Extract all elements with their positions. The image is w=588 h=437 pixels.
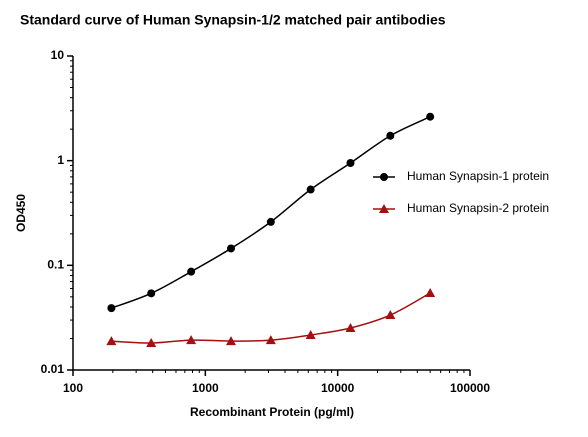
legend-marker [379,204,389,213]
y-tick-label: 1 [57,153,64,167]
data-point [227,244,236,253]
chart-title: Standard curve of Human Synapsin-1/2 mat… [20,12,446,28]
data-point [306,185,315,194]
legend-label: Human Synapsin-1 protein [407,169,549,183]
data-point [345,322,356,332]
data-point [187,267,196,276]
data-point [386,131,395,140]
data-point [147,289,156,298]
data-point [106,336,117,346]
data-point [425,288,436,298]
x-tick-label: 100000 [450,381,490,395]
legend-label: Human Synapsin-2 protein [407,201,549,215]
data-point [426,112,435,121]
data-point [107,304,116,313]
data-point [346,158,355,167]
data-point [226,336,237,346]
y-tick-label: 0.01 [41,362,65,376]
y-axis-label: OD450 [14,194,28,232]
data-point [146,338,157,348]
data-point [385,310,396,320]
data-point [186,335,197,345]
data-point [305,329,316,339]
data-point [265,335,276,345]
data-point [266,217,275,226]
legend-marker [380,173,388,181]
y-tick-label: 10 [51,48,65,62]
x-tick-label: 10000 [321,381,355,395]
x-tick-label: 100 [63,381,83,395]
x-axis-label: Recombinant Protein (pg/ml) [190,405,354,419]
x-tick-label: 1000 [192,381,219,395]
y-tick-label: 0.1 [47,258,64,272]
